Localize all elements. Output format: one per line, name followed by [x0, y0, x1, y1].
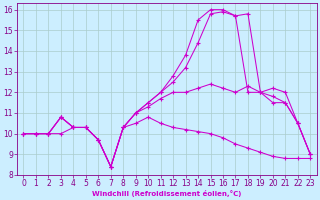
X-axis label: Windchill (Refroidissement éolien,°C): Windchill (Refroidissement éolien,°C) [92, 190, 242, 197]
